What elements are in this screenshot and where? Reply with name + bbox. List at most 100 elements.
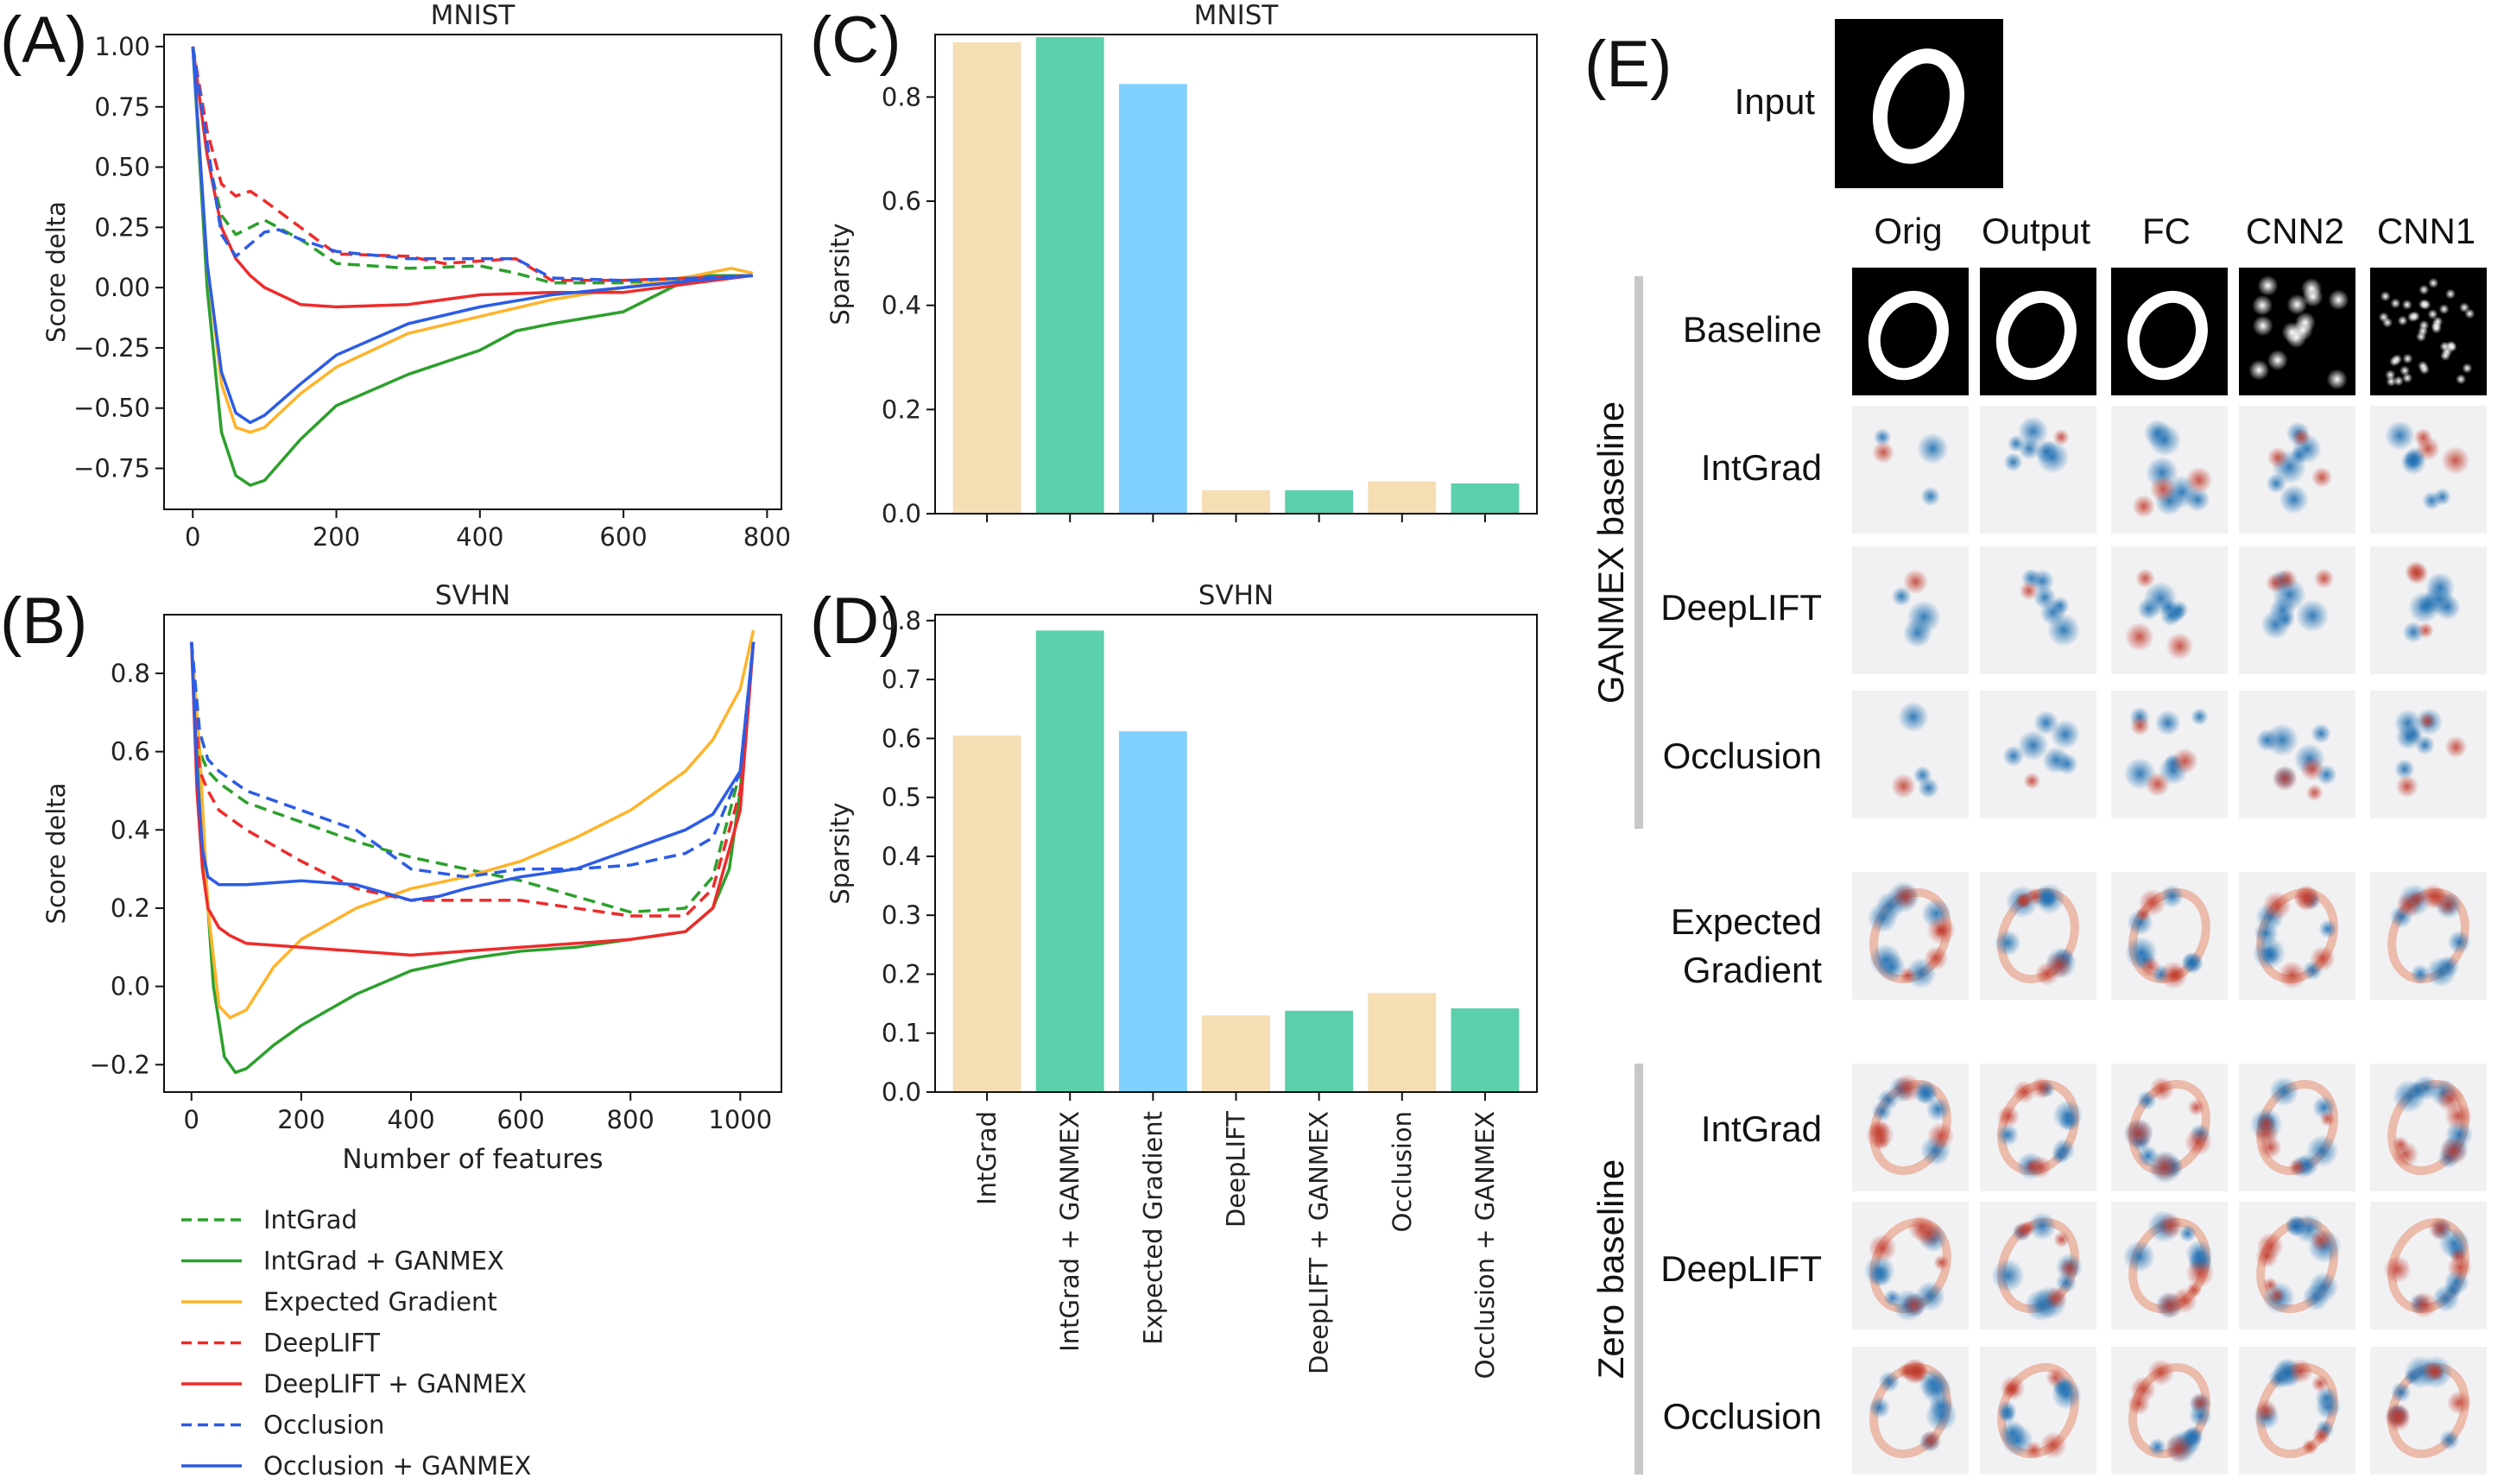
x-tick-label: 0 xyxy=(185,522,200,552)
series-line-deeplift xyxy=(191,46,753,282)
x-tick-label: 800 xyxy=(743,522,791,552)
attribution-blob-red xyxy=(2446,1390,2471,1415)
attribution-blob-blue xyxy=(1877,1089,1900,1111)
attribution-blob-red xyxy=(2185,1259,2215,1288)
attribution-blob-red xyxy=(2310,1228,2332,1252)
attribution-blob-red xyxy=(2262,891,2292,920)
series-line-deeplift-ganmex xyxy=(190,641,756,957)
row-label-occlusion: Occlusion xyxy=(1663,736,1822,776)
attribution-blob-red xyxy=(2028,1155,2052,1179)
baseline-noise xyxy=(2248,359,2270,381)
attribution-blob-red xyxy=(1865,1121,1894,1150)
ganmex-group-bracket xyxy=(1635,276,1643,829)
row-label-expected: Expected xyxy=(1671,901,1822,942)
panel-label-d: (D) xyxy=(810,584,901,658)
attribution-blob-blue xyxy=(2433,488,2451,506)
series-line-deeplift-ganmex xyxy=(191,46,753,309)
attribution-blob-blue xyxy=(2295,599,2330,633)
attribution-blob-red xyxy=(2319,1111,2336,1127)
attribution-blob-blue xyxy=(2268,1077,2299,1107)
attribution-blob-red xyxy=(2311,466,2333,489)
attribution-blob-red xyxy=(2149,476,2177,502)
bar-occlusion xyxy=(1368,481,1437,514)
legend-label: Occlusion + GANMEX xyxy=(263,1451,531,1481)
attribution-blob-red xyxy=(2313,568,2335,589)
y-tick-label: 0.2 xyxy=(882,959,921,988)
attribution-blob-blue xyxy=(2159,598,2178,616)
row-label-deeplift: DeepLIFT xyxy=(1660,587,1822,628)
attribution-blob-red xyxy=(2278,960,2307,989)
attribution-blob-red xyxy=(2013,1080,2036,1104)
attribution-blob-red xyxy=(2288,1358,2313,1384)
y-tick-label: −0.2 xyxy=(90,1050,150,1079)
attribution-blob-blue xyxy=(2056,753,2078,775)
attribution-blob-red xyxy=(2254,1399,2278,1423)
x-tick-label: 0 xyxy=(184,1105,199,1134)
bar-deeplift xyxy=(1202,1015,1270,1092)
plot-frame xyxy=(934,34,1538,515)
row-label-gradient: Gradient xyxy=(1683,950,1822,990)
y-tick-label: 0.75 xyxy=(94,92,150,122)
y-tick-label: 0.6 xyxy=(882,723,921,753)
attribution-blob-blue xyxy=(2160,884,2185,908)
y-tick-label: 0.00 xyxy=(94,273,150,302)
attribution-blob-red xyxy=(2272,765,2298,792)
attribution-blob-blue xyxy=(2052,1100,2084,1131)
row-label-intgrad: IntGrad xyxy=(1701,447,1822,488)
baseline-noise xyxy=(2380,291,2391,302)
attribution-blob-red xyxy=(2385,1403,2411,1429)
attribution-blob-blue xyxy=(2147,1437,2167,1456)
zero-group-bracket xyxy=(1635,1064,1643,1475)
attribution-blob-red xyxy=(2419,711,2437,729)
attribution-blob-red xyxy=(2171,1287,2197,1314)
chart-a-mnist-lines: MNIST 0 200 400 600 800 −0.75 −0.50 −0.25 0.00 0.2… xyxy=(41,0,791,552)
attribution-blob-blue xyxy=(1868,1396,1891,1419)
attribution-blob-red xyxy=(2257,1114,2276,1133)
attribution-blob-blue xyxy=(2002,745,2025,767)
attribution-blob-red xyxy=(2301,1438,2318,1456)
baseline-noise xyxy=(2390,298,2401,309)
attribution-blob-blue xyxy=(2027,1212,2057,1241)
bar-deeplift xyxy=(1202,489,1270,514)
baseline-digit-stroke xyxy=(2127,290,2208,381)
attribution-blob-red xyxy=(2003,1381,2020,1399)
attribution-blob-red xyxy=(2132,495,2156,518)
column-header-output: Output xyxy=(1982,211,2090,251)
y-axis-label: Sparsity xyxy=(825,223,855,325)
column-header-orig: Orig xyxy=(1874,211,1942,251)
attribution-blob-red xyxy=(2417,622,2434,639)
attribution-blob-red xyxy=(2256,1232,2284,1260)
bar-intgrad xyxy=(952,42,1021,515)
baseline-noise xyxy=(2292,319,2313,341)
attribution-blob-red xyxy=(2267,446,2289,469)
attribution-blob-red xyxy=(2410,1291,2438,1318)
attribution-blob-blue xyxy=(2269,597,2296,624)
legend-label: IntGrad + GANMEX xyxy=(263,1247,504,1276)
y-tick-label: 0.1 xyxy=(882,1019,921,1048)
attribution-blob-blue xyxy=(2394,759,2415,780)
attribution-blob-blue xyxy=(2252,936,2286,969)
attribution-blob-red xyxy=(2288,1158,2306,1177)
attribution-blob-blue xyxy=(2123,1241,2155,1272)
attribution-blob-red xyxy=(2014,893,2032,909)
x-tick-label: 400 xyxy=(456,522,503,552)
y-tick-label: 0.50 xyxy=(94,153,150,182)
series-line-intgrad xyxy=(191,46,753,285)
series-line-occlusion-ganmex xyxy=(191,46,753,425)
attribution-blob-blue xyxy=(1878,1371,1900,1392)
attribution-blob-red xyxy=(2139,956,2161,978)
series-line-occlusion-ganmex xyxy=(190,641,756,902)
legend-label: Expected Gradient xyxy=(263,1287,497,1317)
panel-label-a: (A) xyxy=(0,3,87,77)
attribution-tile xyxy=(1980,546,2096,674)
attribution-blob-red xyxy=(2187,1098,2205,1116)
x-tick-label: 200 xyxy=(277,1105,325,1134)
attribution-blob-red xyxy=(2293,885,2319,911)
attribution-blob-red xyxy=(2406,562,2429,585)
baseline-noise xyxy=(2402,353,2413,364)
attribution-blob-blue xyxy=(1918,777,1939,799)
baseline-noise xyxy=(2386,376,2397,387)
attribution-blob-blue xyxy=(2311,723,2331,744)
baseline-noise xyxy=(2438,304,2450,315)
bar-deeplift-ganmex xyxy=(1285,489,1354,514)
